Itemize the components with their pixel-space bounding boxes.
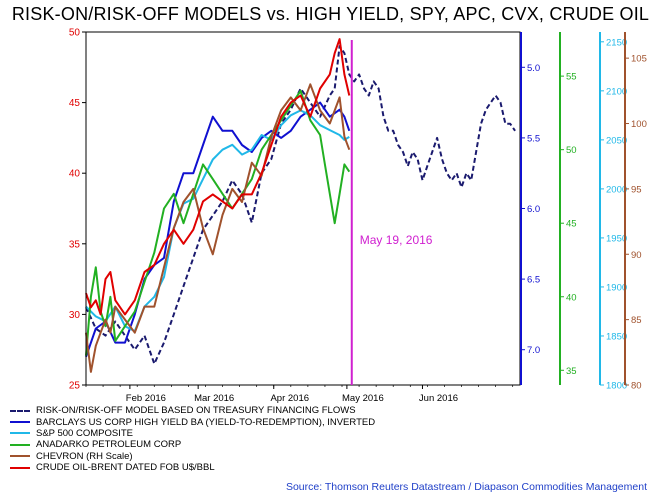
apc-axis-tick-label: 35 [566,366,577,377]
legend-item-chevron: CHEVRON (RH Scale) [10,451,375,462]
hy-axis-tick-label: 7.0 [527,345,540,356]
cvx-axis-tick-label: 90 [631,250,642,261]
source-note: Source: Thomson Reuters Datastream / Dia… [285,481,647,493]
series-line-2 [85,109,350,333]
legend-item-anadarko: ANADARKO PETROLEUM CORP [10,439,375,450]
cvx-axis-tick-label: 95 [631,184,642,195]
x-axis-tick-label: Mar 2016 [194,393,234,404]
legend-item-risk-model: RISK-ON/RISK-OFF MODEL BASED ON TREASURY… [10,405,375,416]
legend-item-high-yield: BARCLAYS US CORP HIGH YIELD BA (YIELD-TO… [10,416,376,428]
spx-axis-tick-label: 1950 [606,233,627,244]
apc-axis-tick-label: 55 [566,72,577,83]
legend-label-anadarko: ANADARKO PETROLEUM CORP [36,439,182,451]
legend-label-brent: CRUDE OIL-BRENT DATED FOB U$/BBL [36,462,215,474]
hy-axis-tick-label: 5.0 [527,63,540,74]
left-axis-tick-label: 30 [69,310,81,321]
series-line-4 [85,83,351,373]
spx-axis-tick-label: 2100 [606,86,627,97]
annotation-layer: May 19, 2016 [350,40,433,385]
axes-layer: 25 30 35 40 45 50 Feb 2016 Mar 2016 Apr 2016 May … [69,28,647,405]
left-axis-tick-label: 45 [69,98,81,109]
series-line-3 [85,89,351,356]
spx-axis-tick-label: 2000 [606,184,627,195]
hy-axis-tick-label: 6.5 [527,275,540,286]
x-axis-tick-label: May 2016 [342,393,384,404]
legend-label-sp500: S&P 500 COMPOSITE [36,427,133,439]
cvx-axis-tick-label: 105 [631,54,647,65]
cvx-axis-tick-label: 100 [631,119,647,130]
legend-swatch-sp500 [10,432,30,435]
spx-axis-tick-label: 2050 [606,135,627,146]
legend-label-chevron: CHEVRON (RH Scale) [36,450,133,462]
legend-swatch-chevron [10,455,30,458]
hy-axis-tick-label: 5.5 [527,133,540,144]
hy-axis-tick-label: 6.0 [527,204,540,215]
left-axis-tick-label: 50 [69,28,81,39]
legend-swatch-high-yield [10,421,30,424]
legend-swatch-risk-model [10,409,30,412]
left-axis-tick-label: 40 [69,169,81,180]
legend-label-risk-model: RISK-ON/RISK-OFF MODEL BASED ON TREASURY… [36,405,356,417]
legend-label-high-yield: BARCLAYS US CORP HIGH YIELD BA (YIELD-TO… [36,416,376,428]
left-axis-tick-label: 35 [69,239,81,250]
spx-axis-tick-label: 1900 [606,282,627,293]
cvx-axis-tick-label: 85 [631,315,642,326]
spx-axis-tick-label: 1850 [606,331,627,342]
chart-title: RISK-ON/RISK-OFF MODELS vs. HIGH YIELD, … [11,4,650,24]
legend-item-brent: CRUDE OIL-BRENT DATED FOB U$/BBL [10,462,375,473]
legend-swatch-brent [10,466,30,469]
series-layer [85,38,516,373]
spx-axis-tick-label: 1800 [606,381,627,392]
x-axis-tick-label: Jun 2016 [419,393,458,404]
x-axis-tick-label: Apr 2016 [270,393,309,404]
apc-axis-tick-label: 40 [566,292,577,303]
left-axis-tick-label: 25 [69,381,81,392]
series-line-5 [85,38,351,316]
apc-axis-tick-label: 45 [566,219,577,230]
legend: RISK-ON/RISK-OFF MODEL BASED ON TREASURY… [10,405,375,473]
apc-axis-tick-label: 50 [566,145,577,156]
plot-area [85,31,521,386]
legend-swatch-anadarko [10,443,30,446]
legend-item-sp500: S&P 500 COMPOSITE [10,428,375,439]
x-axis-tick-label: Feb 2016 [126,393,166,404]
spx-axis-tick-label: 2150 [606,37,627,48]
cvx-axis-tick-label: 80 [631,381,642,392]
annotation-label: May 19, 2016 [360,233,433,247]
plot-frame [85,31,521,386]
series-line-0 [85,45,516,365]
